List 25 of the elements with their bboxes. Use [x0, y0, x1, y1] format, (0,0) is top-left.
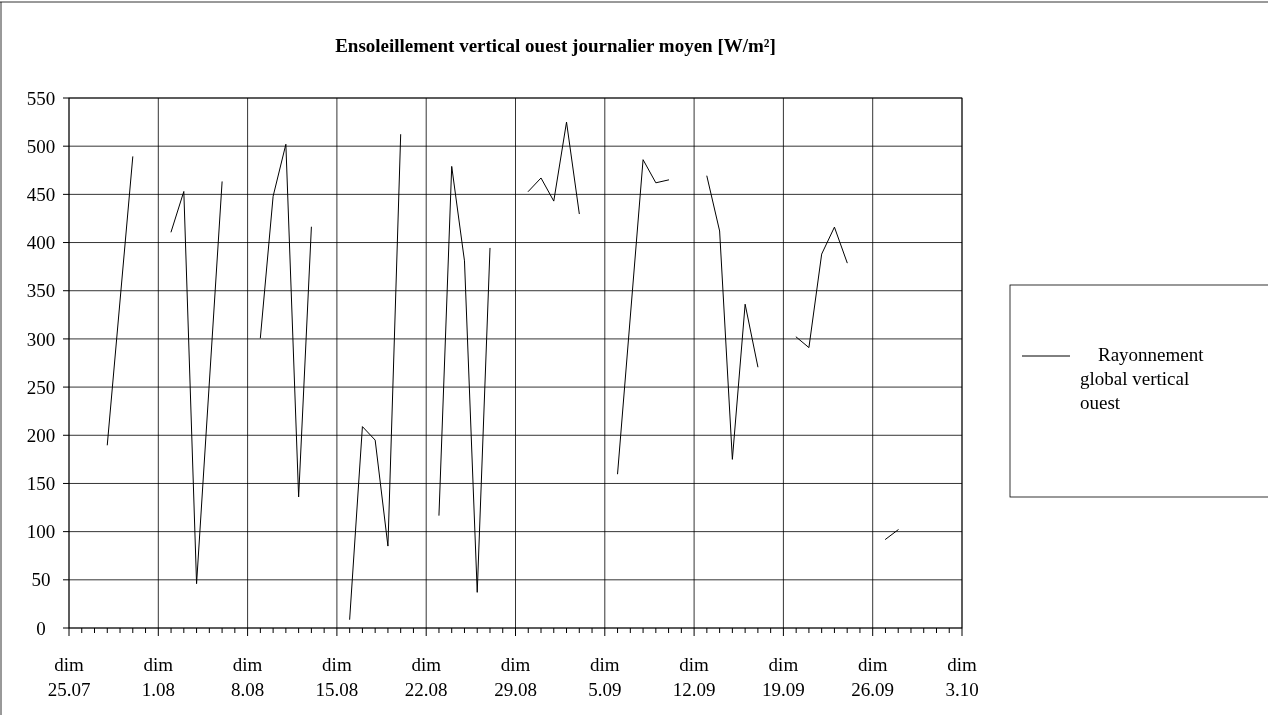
y-tick-label: 550 — [26, 87, 56, 109]
x-tick-label: dim 29.08 — [494, 654, 537, 700]
x-tick-label: dim 25.07 — [47, 654, 91, 700]
x-tick-label: dim 12.09 — [672, 654, 716, 700]
y-tick-label: 50 — [31, 569, 51, 591]
y-tick-label: 350 — [26, 280, 56, 302]
y-tick-label: 150 — [26, 473, 56, 495]
x-tick-label: dim 22.08 — [404, 654, 448, 700]
x-tick-label: dim 15.08 — [315, 654, 359, 700]
y-tick-label: 100 — [26, 521, 56, 543]
y-tick-label: 200 — [26, 424, 56, 446]
x-tick-label: dim 8.08 — [230, 654, 265, 700]
x-tick-label: dim 19.09 — [762, 654, 805, 700]
x-tick-label: dim 5.09 — [588, 654, 622, 700]
chart-title: Ensoleillement vertical ouest journalier moyen [W/m²] — [335, 35, 776, 56]
y-tick-label: 250 — [26, 376, 56, 398]
y-tick-label: 300 — [26, 328, 56, 350]
y-tick-label: 0 — [36, 617, 46, 639]
x-tick-label: dim 3.10 — [945, 654, 979, 700]
legend-label: Rayonnement global vertical ouest — [1080, 344, 1205, 413]
y-tick-label: 450 — [26, 184, 56, 206]
x-tick-label: dim 1.08 — [141, 654, 175, 700]
y-tick-label: 500 — [26, 135, 56, 157]
x-tick-label: dim 26.09 — [851, 654, 895, 700]
y-tick-label: 400 — [26, 232, 56, 254]
